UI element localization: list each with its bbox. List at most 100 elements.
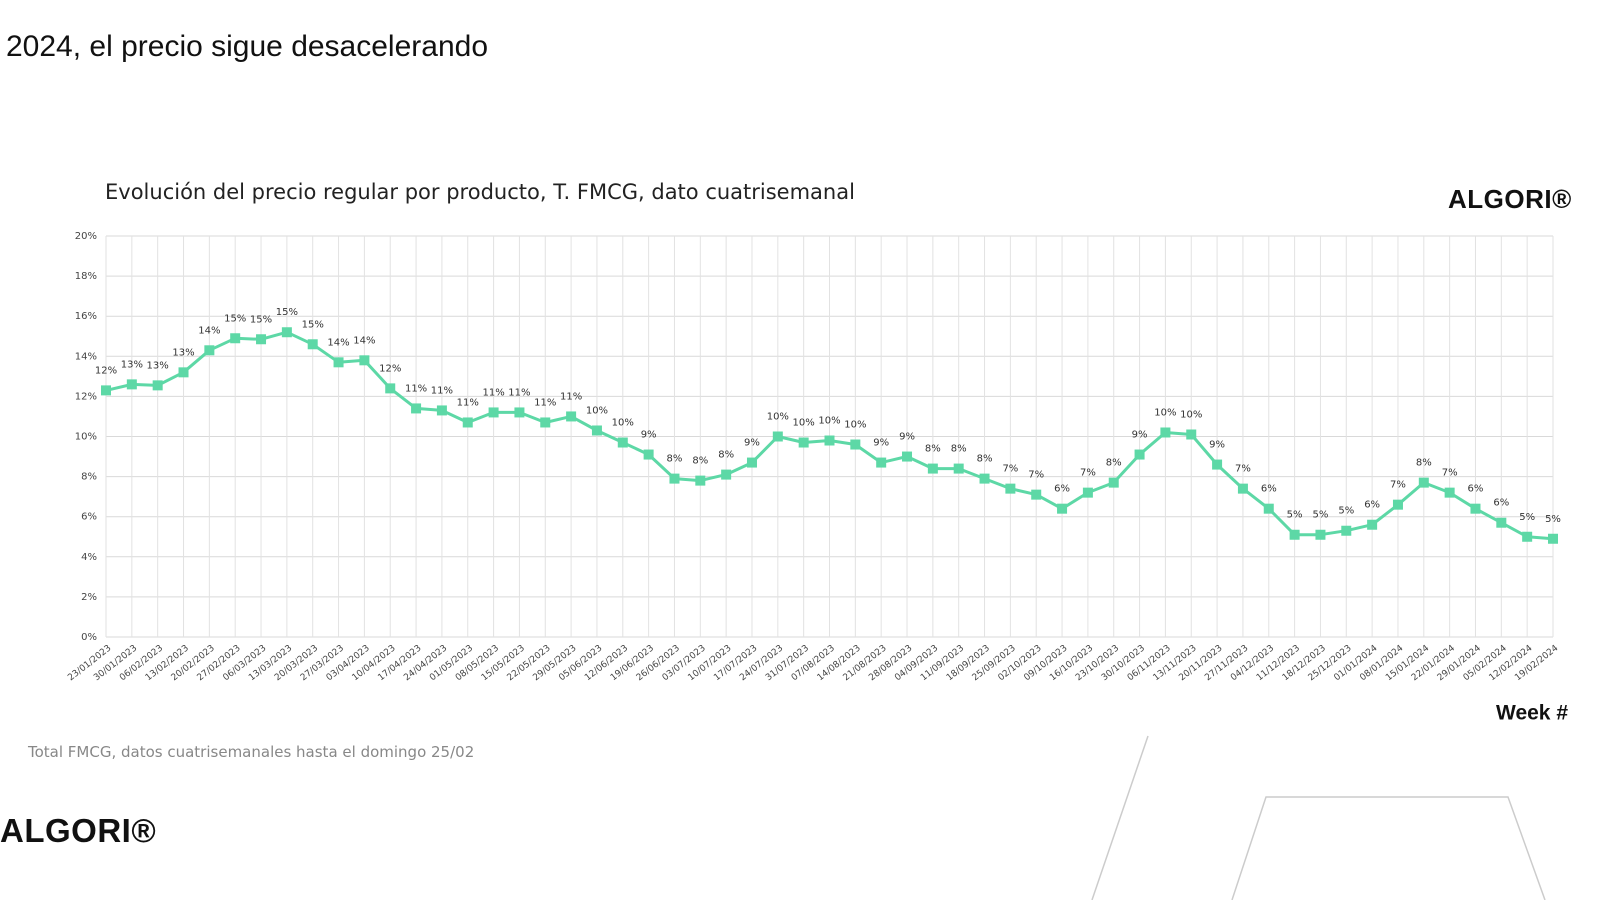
data-point bbox=[101, 385, 111, 396]
data-label: 9% bbox=[873, 438, 889, 449]
data-point bbox=[436, 405, 447, 416]
data-label: 5% bbox=[1313, 510, 1329, 521]
data-label: 10% bbox=[818, 416, 840, 427]
data-label: 7% bbox=[1028, 470, 1044, 481]
data-label: 11% bbox=[457, 397, 479, 408]
data-label: 12% bbox=[95, 365, 117, 376]
data-label: 7% bbox=[1390, 480, 1406, 491]
data-point bbox=[126, 379, 137, 390]
data-point bbox=[1263, 503, 1274, 514]
data-point bbox=[902, 451, 913, 462]
data-point bbox=[385, 383, 396, 394]
data-label: 8% bbox=[667, 454, 683, 465]
data-point bbox=[695, 475, 706, 486]
data-label: 14% bbox=[327, 337, 349, 348]
data-label: 8% bbox=[692, 456, 708, 467]
data-point bbox=[617, 437, 628, 448]
data-label: 6% bbox=[1364, 500, 1380, 511]
data-point bbox=[540, 417, 551, 428]
data-label: 11% bbox=[405, 383, 427, 394]
decoration bbox=[1091, 735, 1546, 900]
y-tick-label: 4% bbox=[81, 552, 97, 563]
data-label: 7% bbox=[1080, 468, 1096, 479]
data-label: 11% bbox=[482, 387, 504, 398]
data-label: 10% bbox=[612, 418, 634, 429]
logo: ALGORI® bbox=[0, 812, 157, 849]
slide-title: 2024, el precio sigue desacelerando bbox=[6, 30, 489, 63]
data-point bbox=[307, 339, 318, 350]
data-point bbox=[230, 333, 241, 344]
data-label: 10% bbox=[844, 420, 866, 431]
data-label: 13% bbox=[121, 359, 143, 370]
data-label: 11% bbox=[431, 385, 453, 396]
data-point bbox=[204, 345, 215, 356]
data-point bbox=[1315, 529, 1326, 540]
data-point bbox=[669, 473, 680, 484]
y-tick-label: 16% bbox=[75, 311, 97, 322]
data-label: 8% bbox=[925, 444, 941, 455]
data-label: 7% bbox=[1442, 468, 1458, 479]
data-point bbox=[488, 407, 499, 418]
data-point bbox=[178, 367, 189, 378]
data-label: 12% bbox=[379, 363, 401, 374]
data-label: 5% bbox=[1545, 514, 1561, 525]
data-point bbox=[772, 431, 783, 442]
data-point bbox=[1341, 525, 1352, 536]
y-tick-label: 8% bbox=[81, 472, 97, 483]
data-label: 10% bbox=[1180, 409, 1202, 420]
data-point bbox=[1057, 503, 1068, 514]
data-point bbox=[850, 439, 861, 450]
data-label: 10% bbox=[793, 418, 815, 429]
data-label: 6% bbox=[1493, 498, 1509, 509]
y-tick-label: 12% bbox=[75, 391, 97, 402]
data-label: 11% bbox=[534, 397, 556, 408]
data-point bbox=[333, 357, 344, 368]
data-label: 8% bbox=[1416, 458, 1432, 469]
data-label: 10% bbox=[767, 412, 789, 423]
data-point bbox=[462, 417, 473, 428]
data-label: 7% bbox=[1235, 464, 1251, 475]
data-label: 7% bbox=[1002, 464, 1018, 475]
data-label: 15% bbox=[302, 319, 324, 330]
data-point bbox=[1548, 533, 1558, 544]
data-point bbox=[798, 437, 809, 448]
data-point bbox=[1031, 489, 1042, 500]
data-point bbox=[1082, 487, 1093, 498]
data-label: 9% bbox=[899, 432, 915, 443]
data-label: 6% bbox=[1261, 484, 1277, 495]
data-label: 15% bbox=[224, 313, 246, 324]
data-point bbox=[411, 403, 422, 414]
data-point bbox=[256, 334, 267, 345]
y-tick-label: 20% bbox=[75, 231, 97, 242]
data-point bbox=[152, 380, 163, 391]
data-label: 10% bbox=[1154, 407, 1176, 418]
data-label: 5% bbox=[1338, 506, 1354, 517]
data-point bbox=[643, 449, 654, 460]
data-label: 8% bbox=[977, 454, 993, 465]
data-point bbox=[1134, 449, 1145, 460]
data-point bbox=[876, 457, 887, 468]
data-point bbox=[1160, 427, 1171, 438]
data-label: 9% bbox=[641, 430, 657, 441]
data-label: 6% bbox=[1468, 484, 1484, 495]
y-tick-label: 6% bbox=[81, 512, 97, 523]
data-point bbox=[721, 469, 732, 480]
data-point bbox=[927, 463, 938, 474]
data-label: 8% bbox=[951, 444, 967, 455]
logo: ALGORI® bbox=[1448, 184, 1572, 214]
y-tick-label: 2% bbox=[81, 592, 97, 603]
data-point bbox=[1470, 503, 1481, 514]
data-point bbox=[1496, 517, 1507, 528]
y-tick-label: 18% bbox=[75, 271, 97, 282]
y-tick-label: 14% bbox=[75, 351, 97, 362]
data-point bbox=[591, 425, 602, 436]
data-point bbox=[1367, 519, 1378, 530]
data-point bbox=[1108, 477, 1119, 488]
data-label: 5% bbox=[1519, 512, 1535, 523]
data-point bbox=[953, 463, 964, 474]
data-label: 9% bbox=[1209, 440, 1225, 451]
data-point bbox=[514, 407, 525, 418]
data-label: 5% bbox=[1287, 510, 1303, 521]
data-point bbox=[1186, 429, 1197, 440]
